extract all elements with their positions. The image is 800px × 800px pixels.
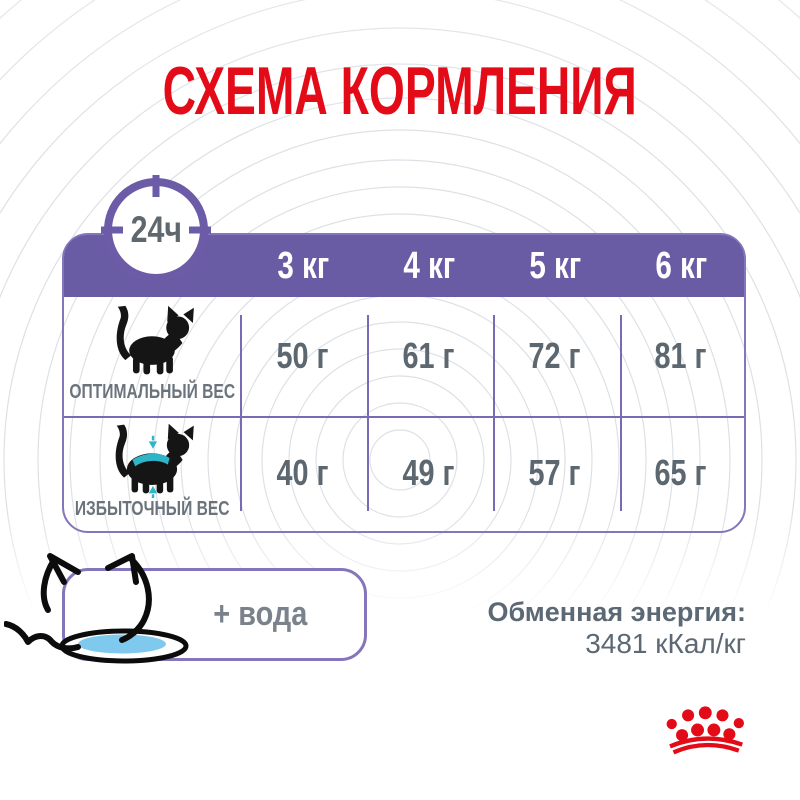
cell-optimal-4kg: 61 г bbox=[366, 297, 492, 414]
column-header-5kg-label: 5 кг bbox=[529, 244, 581, 287]
table-row-overweight: ИЗБЫТОЧНЫЙ ВЕС 40 г 49 г 57 г 65 г bbox=[64, 414, 744, 531]
cell-optimal-6kg-value: 81 г bbox=[654, 334, 708, 376]
column-header-5kg: 5 кг bbox=[492, 235, 618, 297]
cell-overweight-4kg-value: 49 г bbox=[402, 451, 456, 493]
cat-drinking-water-icon bbox=[4, 553, 189, 664]
column-divider bbox=[240, 315, 242, 511]
row-header-optimal: ОПТИМАЛЬНЫЙ ВЕС bbox=[64, 297, 240, 414]
column-header-6kg: 6 кг bbox=[618, 235, 744, 297]
cell-overweight-6kg-value: 65 г bbox=[654, 451, 708, 493]
energy-info: Обменная энергия: 3481 кКал/кг bbox=[420, 597, 746, 661]
energy-value: 3481 кКал/кг bbox=[585, 628, 746, 659]
table-row-optimal-weight: ОПТИМАЛЬНЫЙ ВЕС 50 г 61 г 72 г 81 г bbox=[64, 297, 744, 414]
page-title-text: СХЕМА КОРМЛЕНИЯ bbox=[162, 53, 638, 129]
water-note-text: + вода bbox=[212, 595, 307, 633]
water-note: + вода bbox=[165, 568, 355, 661]
cat-overweight-icon bbox=[115, 423, 194, 498]
cell-optimal-5kg-value: 72 г bbox=[528, 334, 582, 376]
cell-overweight-3kg: 40 г bbox=[240, 414, 366, 531]
cell-optimal-4kg-value: 61 г bbox=[402, 334, 456, 376]
column-divider bbox=[620, 315, 622, 511]
cell-optimal-6kg: 81 г bbox=[618, 297, 744, 414]
column-header-4kg-label: 4 кг bbox=[403, 244, 455, 287]
row-divider bbox=[64, 416, 744, 418]
cell-optimal-5kg: 72 г bbox=[492, 297, 618, 414]
column-header-4kg: 4 кг bbox=[366, 235, 492, 297]
row-label-optimal: ОПТИМАЛЬНЫЙ ВЕС bbox=[69, 381, 235, 403]
column-header-3kg-label: 3 кг bbox=[277, 244, 329, 287]
cell-overweight-5kg: 57 г bbox=[492, 414, 618, 531]
row-label-overweight: ИЗБЫТОЧНЫЙ ВЕС bbox=[74, 498, 230, 520]
column-divider bbox=[493, 315, 495, 511]
clock-period: 24ч bbox=[98, 172, 214, 288]
energy-label: Обменная энергия: bbox=[487, 597, 746, 627]
row-header-overweight: ИЗБЫТОЧНЫЙ ВЕС bbox=[64, 414, 240, 531]
table-body: ОПТИМАЛЬНЫЙ ВЕС 50 г 61 г 72 г 81 г bbox=[64, 297, 744, 531]
cell-optimal-3kg-value: 50 г bbox=[276, 334, 330, 376]
column-header-6kg-label: 6 кг bbox=[655, 244, 707, 287]
clock-period-text: 24ч bbox=[130, 209, 182, 250]
page-title: СХЕМА КОРМЛЕНИЯ bbox=[0, 53, 800, 129]
cell-optimal-3kg: 50 г bbox=[240, 297, 366, 414]
column-divider bbox=[367, 315, 369, 511]
24h-clock-icon bbox=[101, 175, 211, 282]
cell-overweight-5kg-value: 57 г bbox=[528, 451, 582, 493]
royal-canin-crown-icon bbox=[666, 706, 744, 755]
cell-overweight-3kg-value: 40 г bbox=[276, 451, 330, 493]
cell-overweight-6kg: 65 г bbox=[618, 414, 744, 531]
column-header-3kg: 3 кг bbox=[240, 235, 366, 297]
cell-overweight-4kg: 49 г bbox=[366, 414, 492, 531]
cat-optimal-weight-icon bbox=[116, 305, 194, 375]
